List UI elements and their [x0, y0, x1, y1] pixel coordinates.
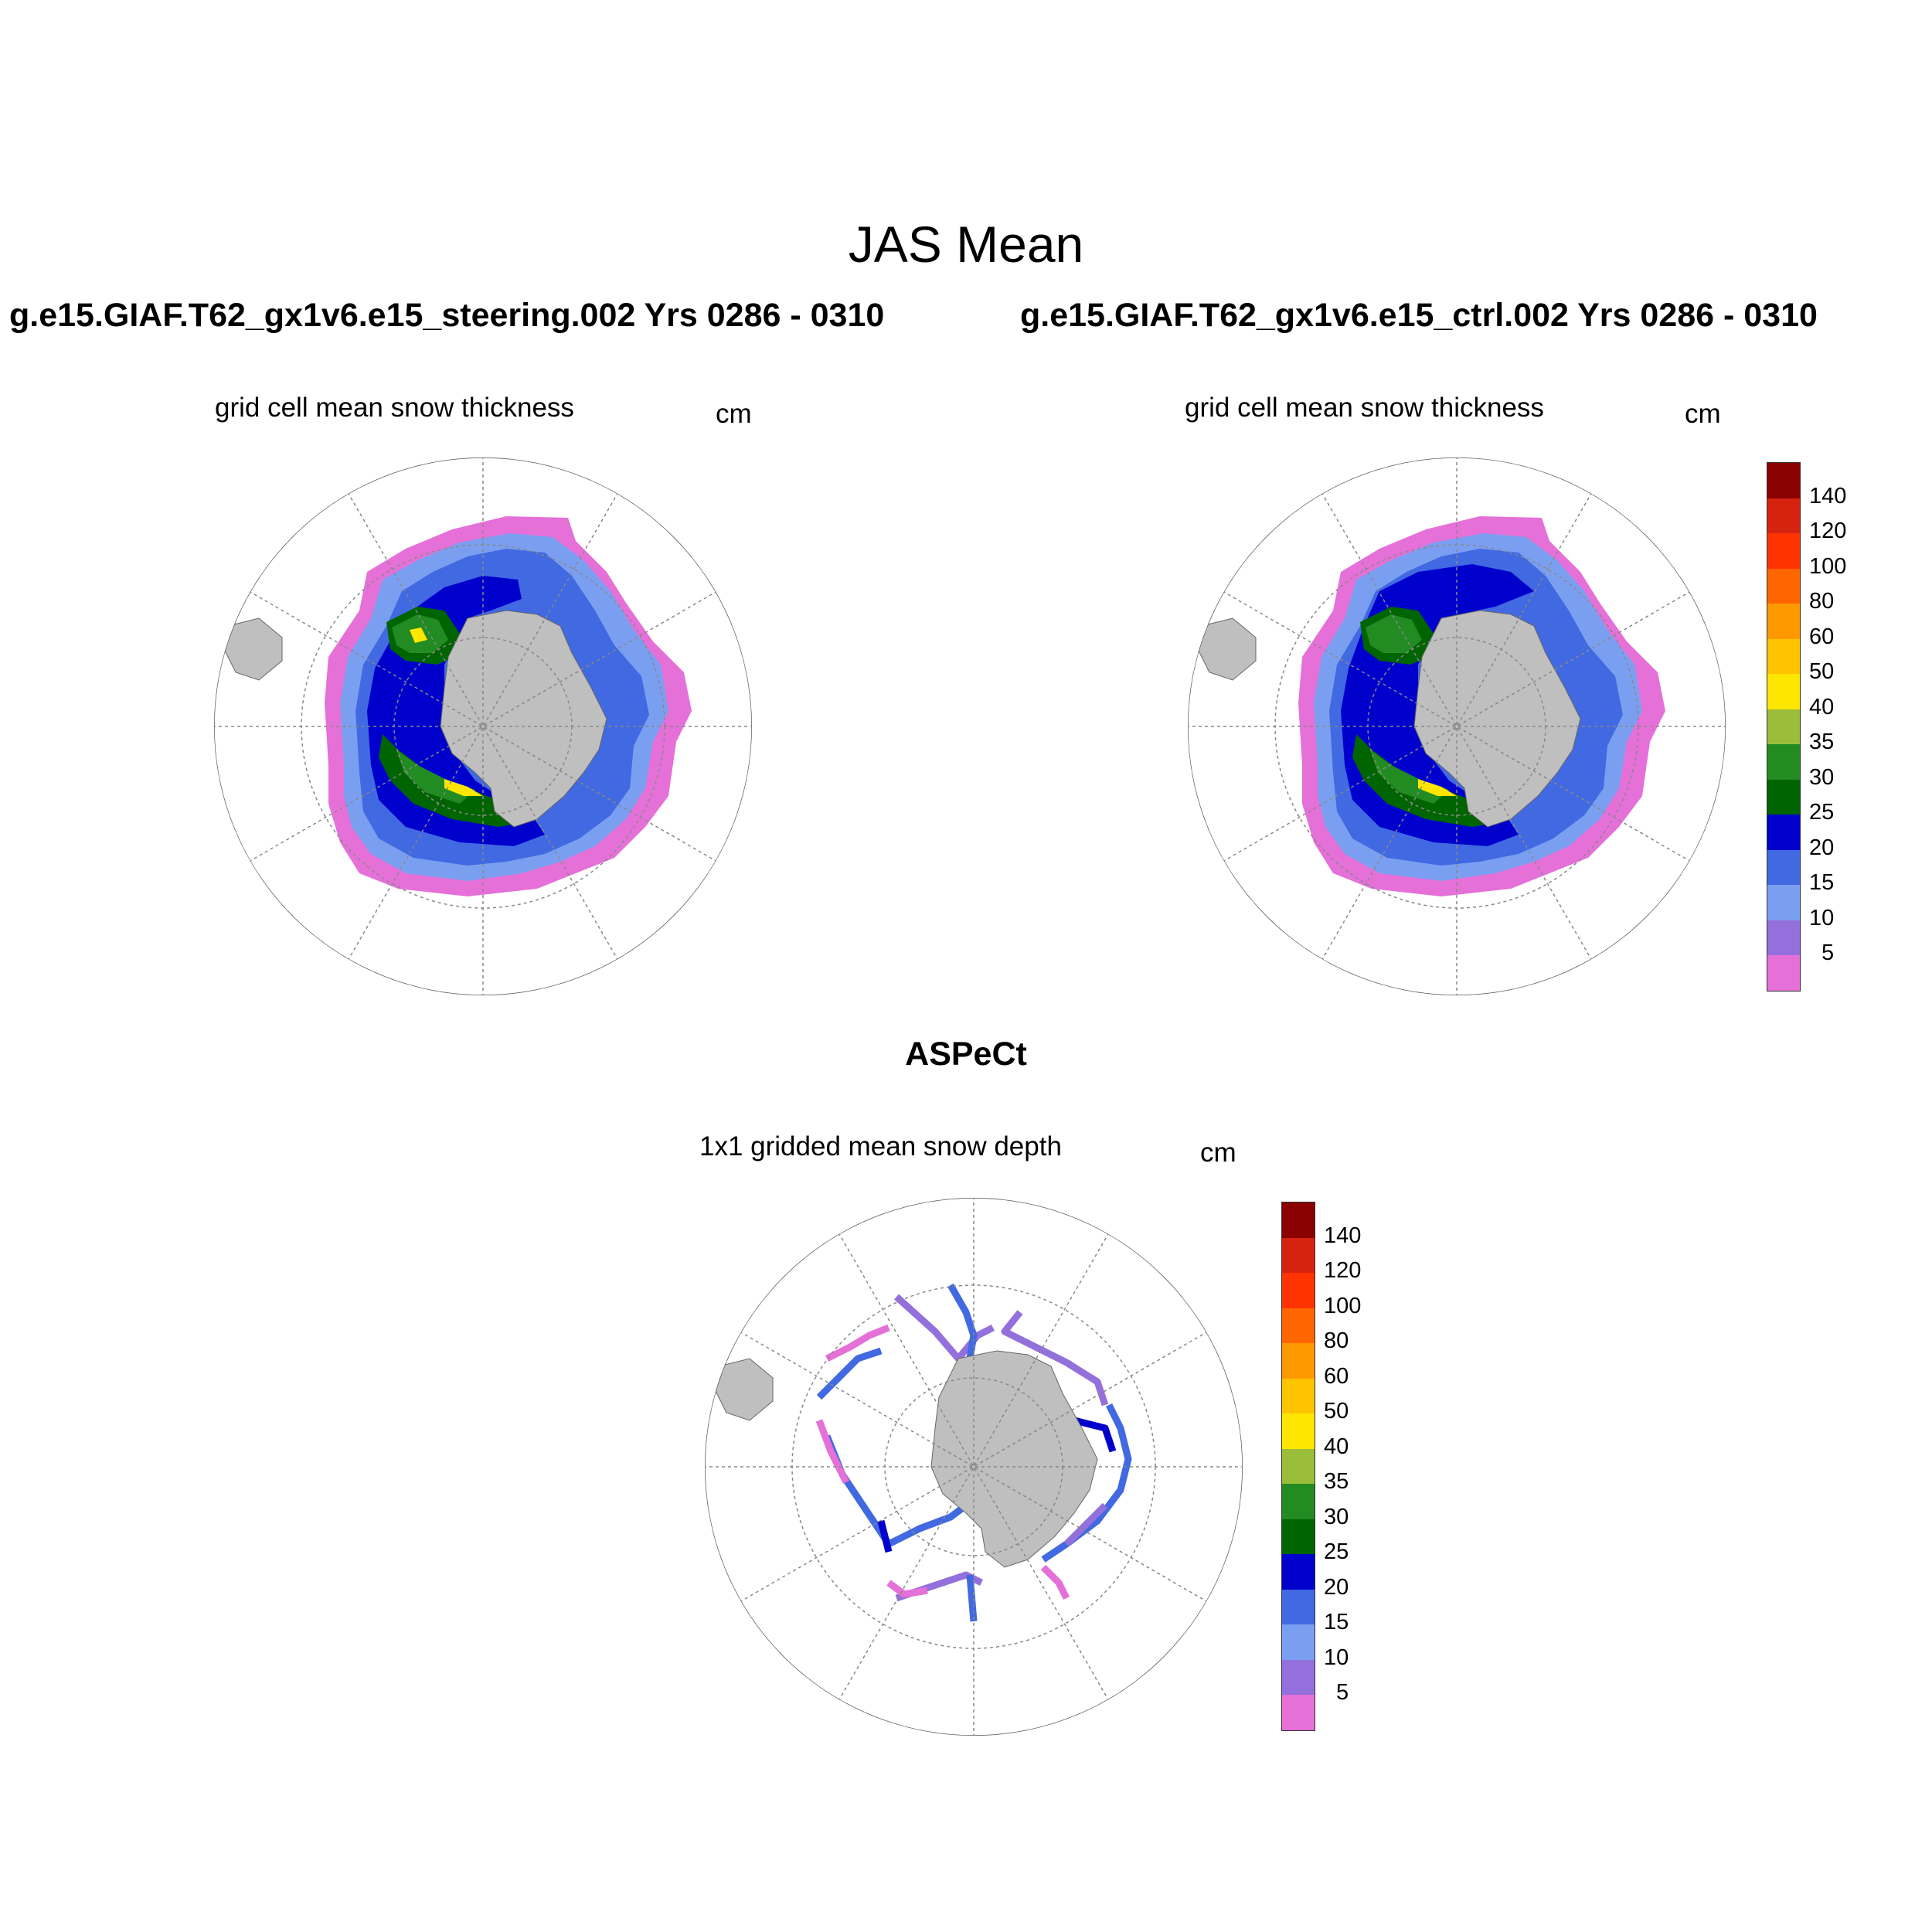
snow-band-40cm: [410, 628, 427, 643]
colorbar-swatch: [1767, 920, 1800, 955]
variable-label-ctrl: grid cell mean snow thickness: [1185, 393, 1544, 423]
colorbar-tick-label: 5: [1821, 940, 1835, 965]
colorbar-tick-label: 30: [1324, 1504, 1349, 1529]
south-america-land: [223, 617, 283, 681]
polar-map-ctrl: [1188, 457, 1726, 995]
colorbar-swatch: [1767, 849, 1800, 885]
polar-map-aspect: [705, 1198, 1243, 1736]
colorbar-swatch: [1767, 498, 1800, 533]
variable-label-steering: grid cell mean snow thickness: [215, 393, 574, 423]
colorbar-swatch: [1282, 1202, 1315, 1238]
figure-title: JAS Mean: [848, 216, 1084, 273]
colorbar-swatch: [1767, 815, 1800, 850]
colorbar-swatch: [1282, 1624, 1315, 1660]
panel-title-aspect: ASPeCt: [905, 1036, 1027, 1073]
colorbar-tick-label: 120: [1324, 1258, 1362, 1283]
antarctica-land: [440, 610, 607, 828]
colorbar-tick-label: 120: [1809, 519, 1847, 543]
panel-title-steering: g.e15.GIAF.T62_gx1v6.e15_steering.002 Yr…: [9, 297, 885, 334]
colorbar-swatch: [1282, 1308, 1315, 1343]
colorbar-tick-label: 100: [1324, 1293, 1362, 1318]
colorbar-tick-label: 80: [1324, 1328, 1349, 1353]
colorbar-swatch: [1767, 604, 1800, 639]
colorbar-tick-label: 100: [1809, 553, 1847, 579]
colorbar-swatch: [1282, 1378, 1315, 1413]
colorbar-tick-label: 30: [1809, 764, 1835, 790]
colorbar-swatch: [1282, 1273, 1315, 1308]
panel-title-ctrl: g.e15.GIAF.T62_gx1v6.e15_ctrl.002 Yrs 02…: [1020, 297, 1818, 334]
colorbar-tick-label: 20: [1324, 1574, 1349, 1600]
colorbar-tick-label: 140: [1324, 1223, 1362, 1248]
snow-band-25cm-weddell: [1352, 734, 1495, 827]
colorbar-tick-label: 35: [1324, 1469, 1349, 1494]
colorbar-swatch: [1282, 1343, 1315, 1379]
south-america-land: [1197, 617, 1257, 681]
colorbar-tick-label: 25: [1809, 800, 1835, 825]
colorbar-tick-label: 40: [1324, 1434, 1349, 1459]
colorbar-swatch: [1767, 779, 1800, 815]
colorbar-tick-label: 10: [1809, 905, 1835, 930]
units-label-ctrl: cm: [1685, 399, 1721, 429]
colorbar-swatch: [1282, 1659, 1315, 1695]
colorbar-swatch: [1767, 885, 1800, 920]
colorbar-tick-label: 35: [1809, 730, 1835, 754]
snow-band-30cm: [1366, 614, 1422, 653]
snow-band-40cm-weddell: [444, 779, 483, 796]
snow-band-40cm-weddell: [1418, 779, 1457, 796]
antarctica-land: [930, 1350, 1098, 1568]
colorbar-swatch: [1282, 1519, 1315, 1554]
colorbar-tick-label: 15: [1809, 870, 1835, 895]
colorbar-swatch: [1767, 533, 1800, 569]
units-label-aspect: cm: [1200, 1138, 1236, 1168]
colorbar-tick-label: 60: [1324, 1363, 1349, 1389]
colorbar-observations: [1281, 1202, 1315, 1731]
colorbar-tick-label: 50: [1324, 1399, 1349, 1423]
colorbar-tick-label: 50: [1809, 659, 1835, 684]
colorbar-swatch: [1282, 1554, 1315, 1590]
antarctica-land: [1413, 610, 1581, 828]
colorbar-tick-label: 40: [1809, 694, 1835, 719]
south-america-land: [714, 1358, 774, 1421]
colorbar-swatch: [1282, 1237, 1315, 1273]
colorbar-swatch: [1767, 568, 1800, 604]
colorbar-tick-label: 10: [1324, 1645, 1349, 1670]
colorbar-swatch: [1767, 674, 1800, 709]
colorbar-swatch: [1767, 709, 1800, 744]
colorbar-swatch: [1767, 744, 1800, 780]
colorbar-swatch: [1282, 1413, 1315, 1449]
colorbar-tick-label: 25: [1324, 1539, 1349, 1564]
colorbar-tick-label: 5: [1336, 1680, 1349, 1705]
colorbar-swatch: [1282, 1589, 1315, 1624]
colorbar-tick-label: 20: [1809, 835, 1835, 860]
units-label-steering: cm: [716, 399, 752, 429]
colorbar-swatch: [1767, 955, 1800, 991]
colorbar-tick-label: 60: [1809, 624, 1835, 649]
colorbar-swatch: [1282, 1448, 1315, 1484]
colorbar-tick-label: 15: [1324, 1610, 1349, 1634]
colorbar-swatch: [1282, 1484, 1315, 1519]
colorbar-swatch: [1282, 1695, 1315, 1730]
graticule: [1188, 457, 1726, 995]
colorbar-models: [1767, 462, 1801, 992]
variable-label-aspect: 1x1 gridded mean snow depth: [699, 1131, 1062, 1162]
colorbar-tick-label: 140: [1809, 483, 1847, 509]
colorbar-swatch: [1767, 463, 1800, 498]
colorbar-swatch: [1767, 638, 1800, 674]
ship-track-observations: [815, 1283, 1132, 1622]
snow-band-25cm-weddell: [379, 734, 522, 827]
colorbar-tick-label: 80: [1809, 589, 1835, 614]
polar-map-steering: [214, 457, 752, 995]
graticule: [214, 457, 752, 995]
graticule: [705, 1198, 1243, 1736]
